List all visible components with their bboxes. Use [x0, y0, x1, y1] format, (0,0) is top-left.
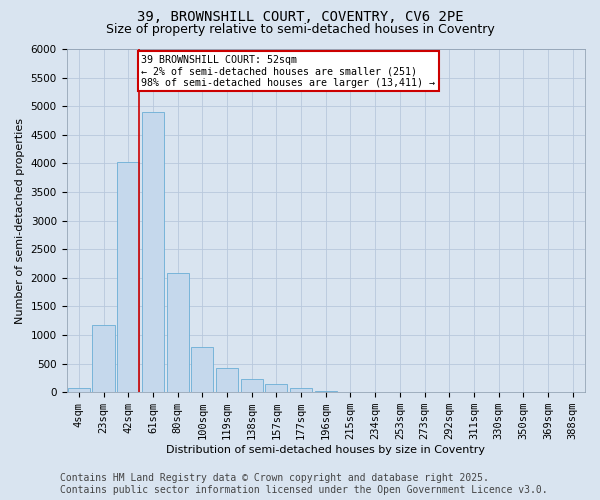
- Bar: [314, 390, 337, 392]
- Text: 39 BROWNSHILL COURT: 52sqm
← 2% of semi-detached houses are smaller (251)
98% of: 39 BROWNSHILL COURT: 52sqm ← 2% of semi-…: [142, 54, 436, 88]
- Bar: [191, 347, 214, 392]
- Text: 39, BROWNSHILL COURT, COVENTRY, CV6 2PE: 39, BROWNSHILL COURT, COVENTRY, CV6 2PE: [137, 10, 463, 24]
- Bar: [241, 379, 263, 392]
- Bar: [142, 112, 164, 392]
- X-axis label: Distribution of semi-detached houses by size in Coventry: Distribution of semi-detached houses by …: [166, 445, 485, 455]
- Bar: [117, 162, 139, 392]
- Bar: [265, 384, 287, 392]
- Bar: [216, 368, 238, 392]
- Bar: [92, 324, 115, 392]
- Bar: [68, 388, 90, 392]
- Bar: [290, 388, 312, 392]
- Text: Contains HM Land Registry data © Crown copyright and database right 2025.
Contai: Contains HM Land Registry data © Crown c…: [60, 474, 548, 495]
- Text: Size of property relative to semi-detached houses in Coventry: Size of property relative to semi-detach…: [106, 22, 494, 36]
- Bar: [167, 273, 189, 392]
- Y-axis label: Number of semi-detached properties: Number of semi-detached properties: [15, 118, 25, 324]
